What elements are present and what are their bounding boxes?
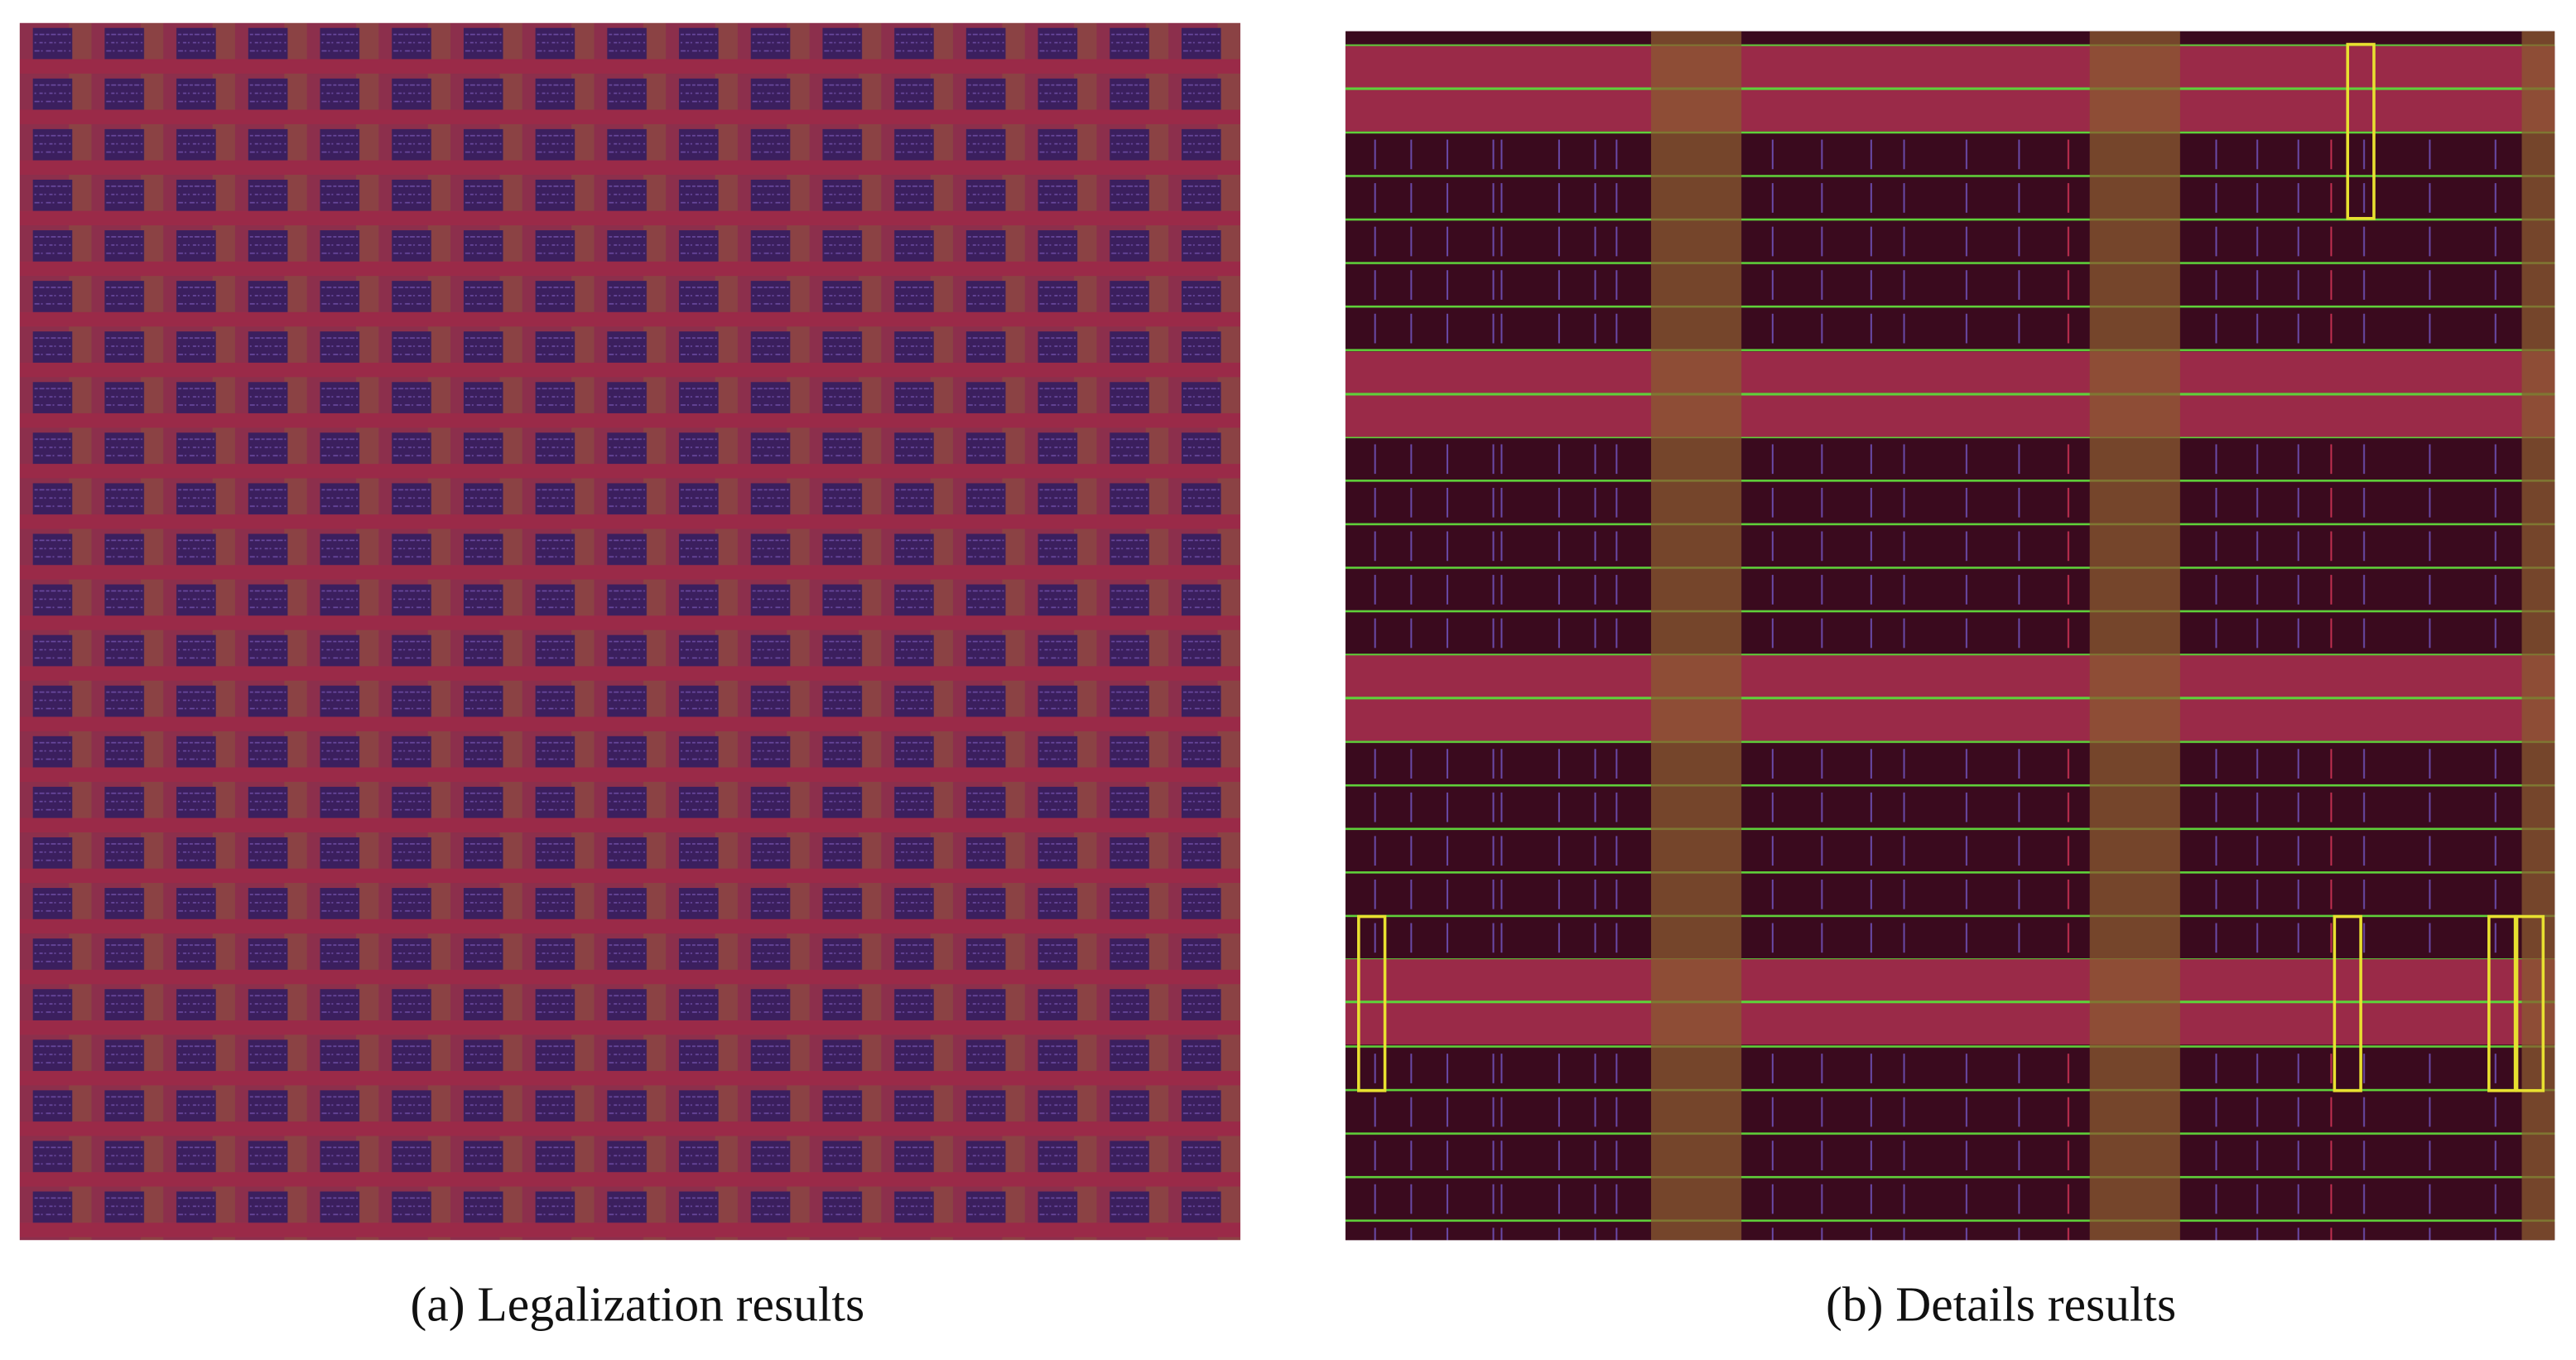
details-image xyxy=(1345,31,2555,1241)
caption-a: (a) Legalization results xyxy=(410,1276,864,1331)
caption-b: (b) Details results xyxy=(1826,1276,2176,1331)
legalization-image xyxy=(19,22,1240,1241)
